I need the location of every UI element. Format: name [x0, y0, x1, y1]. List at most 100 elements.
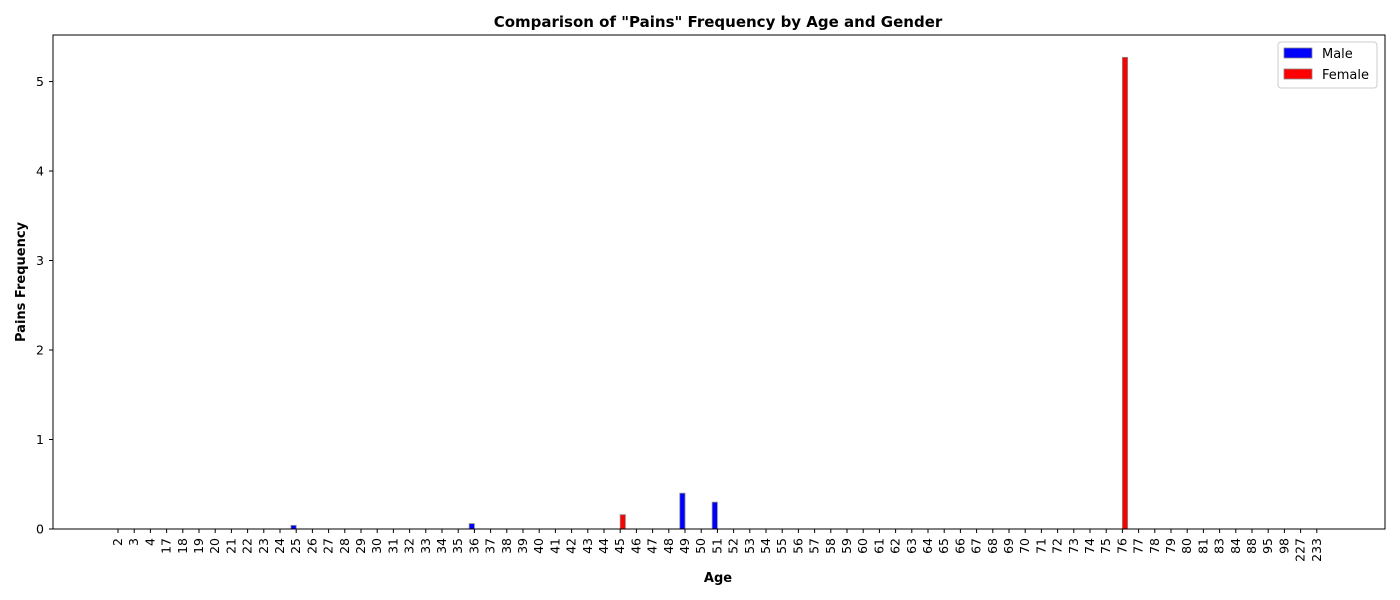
- bar-male-age-49: [679, 492, 686, 530]
- x-tick-label: 65: [936, 538, 951, 554]
- x-tick-label: 76: [1114, 538, 1129, 554]
- x-tick-label: 31: [385, 538, 400, 554]
- x-tick-label: 55: [774, 538, 789, 554]
- x-tick-label: 81: [1195, 538, 1210, 554]
- plot-frame: [52, 34, 1386, 530]
- x-tick-label: 57: [807, 538, 822, 554]
- x-tick-label: 73: [1066, 538, 1081, 554]
- x-tick-label: 18: [175, 538, 190, 554]
- x-tick-label: 51: [709, 538, 724, 554]
- x-tick-label: 59: [839, 538, 854, 554]
- x-tick-label: 58: [823, 538, 838, 554]
- x-tick-label: 30: [369, 538, 384, 554]
- x-tick-label: 17: [159, 538, 174, 554]
- y-tick-label: 3: [36, 253, 44, 268]
- x-tick-label: 78: [1147, 538, 1162, 554]
- x-tick-label: 21: [223, 538, 238, 554]
- x-tick-label: 50: [693, 538, 708, 554]
- x-tick-label: 33: [418, 538, 433, 554]
- x-tick-label: 44: [596, 538, 611, 554]
- x-tick-label: 41: [547, 538, 562, 554]
- bar-female-age-76: [1122, 56, 1129, 530]
- x-tick-label: 4: [142, 538, 157, 546]
- x-tick-label: 38: [499, 538, 514, 554]
- x-tick-label: 63: [904, 538, 919, 554]
- x-axis-label: Age: [704, 571, 732, 586]
- legend-label-female: Female: [1322, 68, 1369, 83]
- x-tick-label: 26: [304, 538, 319, 554]
- x-tick-label: 35: [450, 538, 465, 554]
- x-tick-label: 45: [612, 538, 627, 554]
- x-tick-label: 227: [1293, 538, 1308, 562]
- x-tick-label: 20: [207, 538, 222, 554]
- legend-swatch-male: [1283, 47, 1313, 59]
- x-tick-label: 80: [1179, 538, 1194, 554]
- x-tick-label: 3: [126, 538, 141, 546]
- x-tick-label: 233: [1309, 538, 1324, 562]
- x-tick-label: 98: [1276, 538, 1291, 554]
- x-axis-ticks: 2 3 4 17 18 19 20 21 22 23 24 25 26 27 28 29 30 31 32 33 34 3…: [110, 529, 1324, 562]
- x-tick-label: 70: [1017, 538, 1032, 554]
- legend-label-male: Male: [1322, 47, 1353, 62]
- x-tick-label: 74: [1082, 538, 1097, 554]
- x-tick-label: 42: [564, 538, 579, 554]
- x-tick-label: 75: [1098, 538, 1113, 554]
- x-tick-label: 66: [952, 538, 967, 554]
- x-tick-label: 67: [969, 538, 984, 554]
- x-tick-label: 95: [1260, 538, 1275, 554]
- x-tick-label: 72: [1050, 538, 1065, 554]
- x-tick-label: 2: [110, 538, 125, 546]
- x-tick-label: 69: [1001, 538, 1016, 554]
- x-tick-label: 40: [531, 538, 546, 554]
- legend-swatch-female: [1283, 68, 1313, 80]
- x-tick-label: 43: [580, 538, 595, 554]
- x-tick-label: 37: [483, 538, 498, 554]
- x-tick-label: 29: [353, 538, 368, 554]
- x-tick-label: 25: [288, 538, 303, 554]
- x-tick-label: 34: [434, 538, 449, 554]
- x-tick-label: 79: [1163, 538, 1178, 554]
- x-tick-label: 83: [1212, 538, 1227, 554]
- x-tick-label: 62: [888, 538, 903, 554]
- bar-male-age-25: [290, 525, 297, 530]
- x-tick-label: 68: [985, 538, 1000, 554]
- x-tick-label: 52: [726, 538, 741, 554]
- x-tick-label: 54: [758, 538, 773, 554]
- y-tick-label: 5: [36, 74, 44, 89]
- x-tick-label: 71: [1033, 538, 1048, 554]
- bar-female-age-45: [619, 514, 626, 530]
- y-axis-label: Pains Frequency: [14, 221, 29, 342]
- x-tick-label: 77: [1131, 538, 1146, 554]
- bar-male-age-51: [711, 501, 718, 530]
- x-tick-label: 48: [661, 538, 676, 554]
- y-tick-label: 0: [36, 522, 44, 537]
- x-tick-label: 19: [191, 538, 206, 554]
- legend: Male Female: [1277, 41, 1378, 89]
- x-tick-label: 60: [855, 538, 870, 554]
- x-tick-label: 53: [742, 538, 757, 554]
- x-tick-label: 28: [337, 538, 352, 554]
- x-tick-label: 32: [402, 538, 417, 554]
- x-tick-label: 23: [256, 538, 271, 554]
- x-tick-label: 88: [1244, 538, 1259, 554]
- x-tick-label: 61: [871, 538, 886, 554]
- chart-title: Comparison of "Pains" Frequency by Age a…: [494, 13, 943, 31]
- x-tick-label: 46: [628, 538, 643, 554]
- x-tick-label: 47: [645, 538, 660, 554]
- x-tick-label: 39: [515, 538, 530, 554]
- x-tick-label: 27: [321, 538, 336, 554]
- x-tick-label: 56: [790, 538, 805, 554]
- bar-male-age-36: [468, 523, 475, 530]
- x-tick-label: 49: [677, 538, 692, 554]
- y-tick-label: 1: [36, 432, 44, 447]
- y-tick-label: 4: [36, 164, 44, 179]
- y-axis-ticks: 0 1 2 3 4 5: [36, 74, 53, 537]
- x-tick-label: 84: [1228, 538, 1243, 554]
- x-tick-label: 24: [272, 538, 287, 554]
- x-tick-label: 36: [466, 538, 481, 554]
- y-tick-label: 2: [36, 343, 44, 358]
- x-tick-label: 64: [920, 538, 935, 554]
- x-tick-label: 22: [240, 538, 255, 554]
